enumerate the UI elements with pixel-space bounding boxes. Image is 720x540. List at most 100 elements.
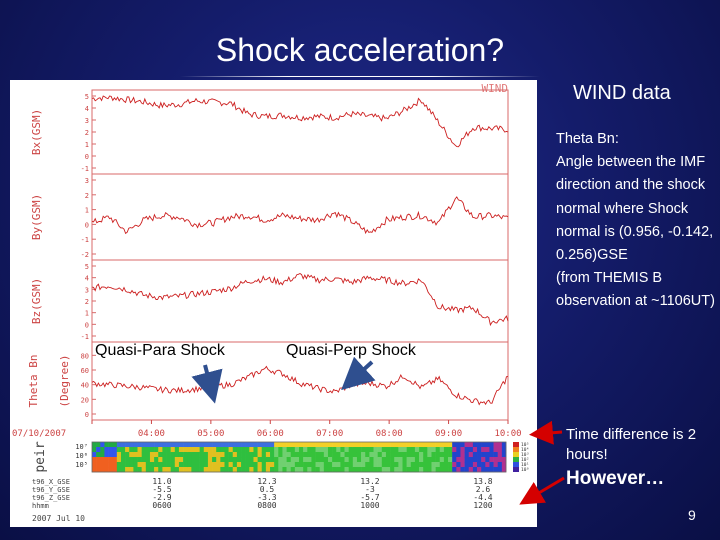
ytick-label-bz-3: 2 <box>85 298 89 306</box>
spectrogram-cell <box>274 452 279 458</box>
spectrogram-cell <box>398 447 403 453</box>
spectrogram-cell <box>241 467 246 473</box>
ephemeris-cell-0-1: -5.5 <box>152 485 171 494</box>
spectrogram-cell <box>439 467 445 473</box>
spectrogram-cell <box>299 442 304 448</box>
spectrogram-cell <box>278 442 283 448</box>
spectrogram-cell <box>443 447 449 453</box>
spectrogram-cell <box>373 442 378 448</box>
spectrogram-cell <box>373 447 378 453</box>
spectrogram-cell <box>96 442 101 448</box>
spectrogram-cell <box>290 452 296 458</box>
spectrogram-cell <box>406 447 412 453</box>
spectrogram-cell <box>212 467 217 473</box>
spectrogram-cell <box>220 447 225 453</box>
spectrogram-cell <box>481 447 486 453</box>
spectrogram-cell <box>390 467 395 473</box>
spectrogram-cell <box>100 442 105 448</box>
ephemeris-cell-3-3: 1200 <box>473 501 492 510</box>
spectrogram-cell <box>191 447 196 453</box>
spectrogram-cell <box>104 462 109 468</box>
spectrogram-cell <box>307 462 312 468</box>
spectrogram-cell <box>170 447 176 453</box>
spectrogram-cell <box>352 467 358 473</box>
time-difference-note: Time difference is 2 hours! <box>566 426 697 463</box>
spectrogram-cell <box>207 452 213 458</box>
spectrogram-cell <box>183 452 188 458</box>
spectrogram-cell <box>120 447 126 453</box>
time-difference-arrow <box>529 420 563 445</box>
ephemeris-cell-1-3: 0800 <box>257 501 276 510</box>
spectrogram-cell <box>191 452 196 458</box>
spectrogram-cell <box>162 462 167 468</box>
spectrogram-cell <box>336 467 341 473</box>
spectrogram-cell <box>344 447 349 453</box>
spectrogram-cell <box>274 457 279 463</box>
spectrogram-cell <box>116 457 122 463</box>
spectrogram-cell <box>497 467 503 473</box>
spectrogram-cell <box>274 447 279 453</box>
spectrogram-cell <box>249 447 254 453</box>
spectrogram-cell <box>468 467 474 473</box>
spectrogram-cell <box>373 467 378 473</box>
spectrogram-cell <box>468 447 474 453</box>
spectrogram-cell <box>406 462 412 468</box>
spectrogram-cell <box>207 462 213 468</box>
spectrogram-cell <box>369 442 374 448</box>
spectrogram-cell <box>96 447 101 453</box>
spectrogram-cell <box>414 462 420 468</box>
spectrogram-cell <box>385 442 391 448</box>
spectrogram-cell <box>249 442 254 448</box>
spectrogram-cell <box>361 457 366 463</box>
spectrogram-cell <box>460 447 465 453</box>
spectrogram-cell <box>365 452 370 458</box>
spectrogram-cell <box>120 457 126 463</box>
spectrogram-cell <box>236 442 242 448</box>
spectrogram-cell <box>489 447 494 453</box>
spectrogram-cell <box>448 457 453 463</box>
spectrogram-cell <box>348 467 354 473</box>
spectrogram-cell <box>174 462 180 468</box>
spectrogram-cell <box>464 467 470 473</box>
spectrogram-cell <box>501 462 507 468</box>
spectrogram-cell <box>406 442 412 448</box>
spectrogram-cell <box>344 467 349 473</box>
spectrogram-ylabel: peir <box>33 441 48 472</box>
spectrogram-cell <box>427 457 432 463</box>
trace-bx <box>91 95 509 148</box>
spectrogram-cell <box>361 452 366 458</box>
spectrogram-cell <box>141 452 147 458</box>
spectrogram-cell <box>216 447 221 453</box>
spectrogram-cell <box>485 467 490 473</box>
spectrogram-cell <box>278 452 283 458</box>
spectrogram-cell <box>468 442 474 448</box>
spectrogram-cell <box>149 457 155 463</box>
wind-data-figure: WIND 5 4 3 2 1 0 -1 Bx(GSM) 3 2 1 0 -1 -2 By(GSM) 5 4 3 2 1… <box>10 80 537 527</box>
spectrogram-cell <box>456 447 461 453</box>
ylabel-unit-theta: (Degree) <box>58 355 71 408</box>
spectrogram-cell <box>149 442 155 448</box>
ylabel-by: By(GSM) <box>30 194 43 240</box>
spectrogram-cell <box>497 447 503 453</box>
spectrogram-cell <box>270 457 275 463</box>
spectrogram-cell <box>154 462 159 468</box>
spectrogram-cell <box>137 447 142 453</box>
spectrogram-cell <box>323 462 329 468</box>
spectrogram-cell <box>493 447 499 453</box>
spectrogram-cell <box>477 467 482 473</box>
slide-title: Shock acceleration? <box>215 32 505 68</box>
spectrogram-cell <box>162 457 167 463</box>
time-tick-label-1: 04:00 <box>138 429 165 439</box>
spectrogram-cell <box>154 467 159 473</box>
spectrogram-cell <box>282 457 287 463</box>
time-tick-label-6: 09:00 <box>435 429 462 439</box>
spectrogram-cell <box>427 452 432 458</box>
spectrogram-cell <box>398 442 403 448</box>
ytick-label-by-5: -2 <box>81 251 89 259</box>
spectrogram-cell <box>381 447 387 453</box>
spectrogram-cell <box>116 462 122 468</box>
spectrogram-cell <box>278 467 283 473</box>
ephemeris-cell-2-3: 1000 <box>360 501 379 510</box>
spectrogram-cell <box>236 467 242 473</box>
spectrogram-cell <box>286 447 292 453</box>
